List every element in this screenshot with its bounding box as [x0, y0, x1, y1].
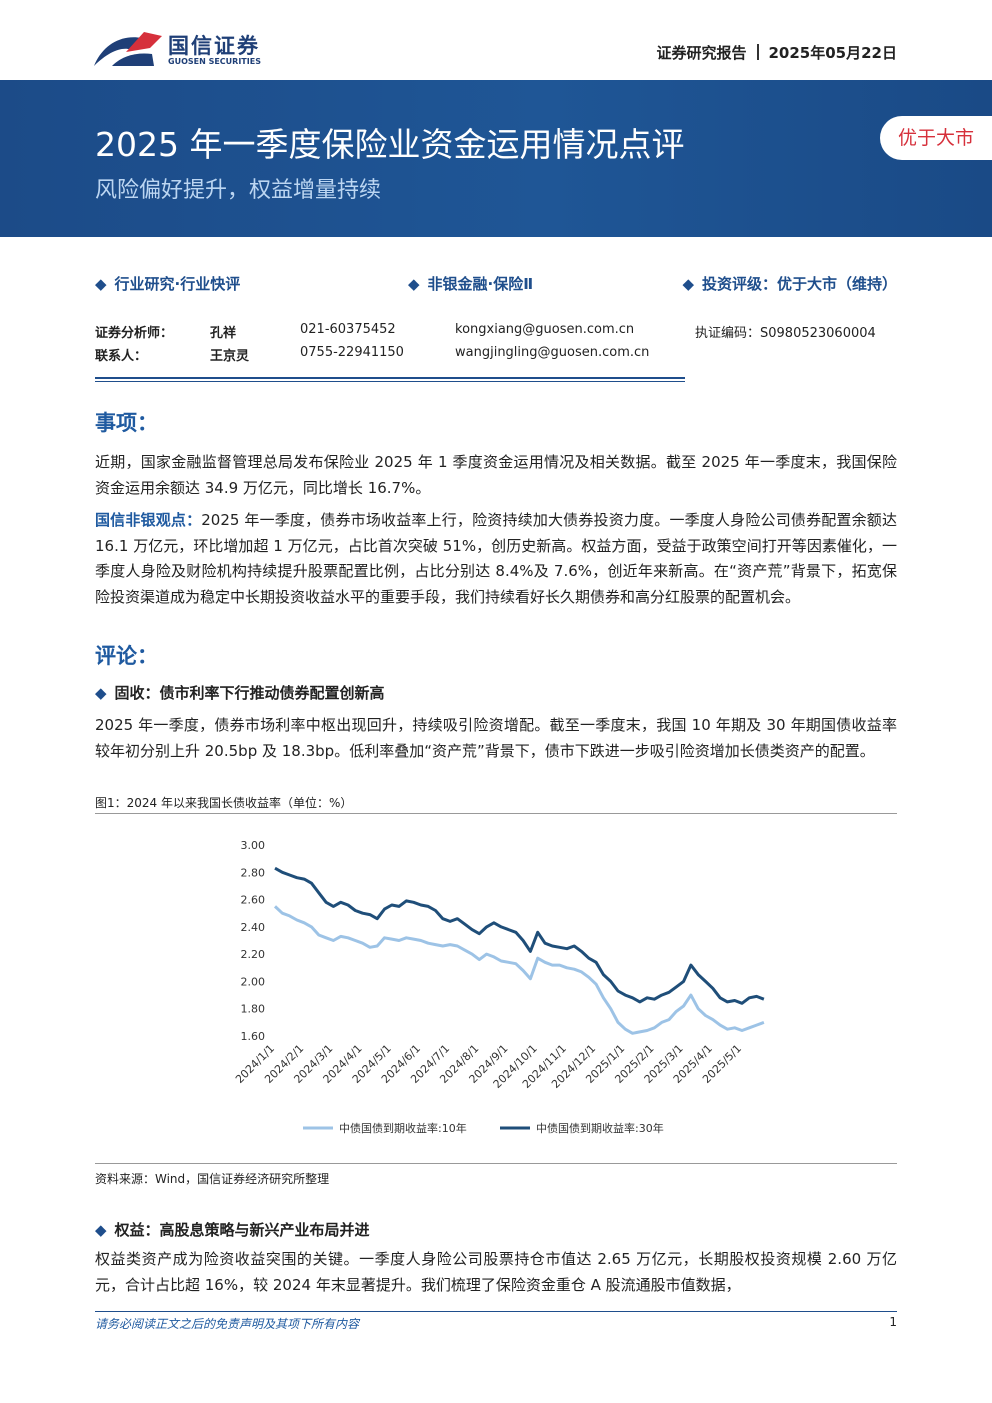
paragraph: 近期，国家金融监督管理总局发布保险业 2025 年 1 季度资金运用情况及相关数…	[95, 453, 897, 497]
rule	[95, 381, 685, 382]
y-tick-label: 2.40	[241, 921, 266, 934]
brand: 国信证券	[168, 34, 260, 58]
brand-en: GUOSEN SECURITIES	[168, 57, 261, 66]
y-tick-label: 2.00	[241, 975, 266, 988]
tag: 行业研究·行业快评	[95, 273, 241, 294]
contact-name: 王京灵	[210, 349, 250, 364]
contact-email: kongxiang@guosen.com.cn	[455, 322, 635, 337]
section-heading: 事项：	[95, 411, 158, 435]
y-tick-label: 2.60	[241, 894, 266, 907]
y-tick-label: 1.80	[241, 1003, 266, 1016]
subheading: 权益：高股息策略与新兴产业布局并进	[95, 1219, 370, 1240]
tag: 非银金融·保险Ⅱ	[408, 273, 534, 294]
title: 2025 年一季度保险业资金运用情况点评	[95, 125, 685, 164]
rule	[95, 1163, 897, 1164]
rule	[95, 813, 897, 814]
contact-role: 联系人：	[95, 349, 148, 364]
banner	[0, 80, 992, 237]
chart: 1.601.802.002.202.402.602.803.002024/1/1…	[233, 839, 765, 1135]
rule	[95, 377, 685, 379]
contact-phone: 021-60375452	[300, 322, 396, 337]
paragraph-lead: 国信非银观点：	[95, 511, 202, 529]
line-series	[273, 905, 765, 1035]
paragraph: 国信非银观点：2025 年一季度，债券市场收益率上行，险资持续加大债券投资力度。…	[95, 508, 897, 610]
section-heading: 评论：	[95, 644, 158, 668]
y-tick-label: 2.80	[241, 866, 266, 879]
contact-email: wangjingling@guosen.com.cn	[455, 345, 650, 360]
subtitle: 风险偏好提升，权益增量持续	[95, 178, 382, 203]
y-tick-label: 3.00	[241, 839, 266, 852]
rating-badge: 优于大市	[880, 116, 992, 160]
y-tick-label: 1.60	[241, 1030, 266, 1043]
figure-source: 资料来源：Wind，国信证券经济研究所整理	[95, 1172, 330, 1186]
subheading: 固收：债市利率下行推动债券配置创新高	[95, 682, 385, 703]
logo	[94, 32, 162, 66]
footer-note: 请务必阅读正文之后的免责声明及其项下所有内容	[95, 1317, 360, 1331]
y-tick-label: 2.20	[241, 948, 266, 961]
rule	[95, 1311, 897, 1312]
legend-label: 中债国债到期收益率:30年	[536, 1121, 664, 1135]
contact-cert: 执证编码：S0980523060004	[695, 326, 876, 341]
paragraph: 2025 年一季度，债券市场利率中枢出现回升，持续吸引险资增配。截至一季度末，我…	[95, 716, 897, 760]
contact-name: 孔祥	[210, 326, 237, 341]
paragraph-body: 2025 年一季度，债券市场收益率上行，险资持续加大债券投资力度。一季度人身险公…	[95, 511, 897, 606]
contact-phone: 0755-22941150	[300, 345, 404, 360]
legend-label: 中债国债到期收益率:10年	[339, 1121, 467, 1135]
line-series	[274, 866, 765, 1005]
doc-type: 证券研究报告	[656, 44, 747, 62]
tag: 投资评级：优于大市（维持）	[682, 273, 897, 294]
contact-role: 证券分析师：	[95, 326, 174, 341]
page-number: 1	[889, 1315, 897, 1329]
doc-date: 2025年05月22日	[768, 44, 898, 62]
paragraph: 权益类资产成为险资收益突围的关键。一季度人身险公司股票持仓市值达 2.65 万亿…	[95, 1250, 897, 1294]
doc-meta: 证券研究报告 2025年05月22日	[656, 42, 897, 63]
figure-title: 图1：2024 年以来我国长债收益率（单位：%）	[95, 796, 353, 810]
